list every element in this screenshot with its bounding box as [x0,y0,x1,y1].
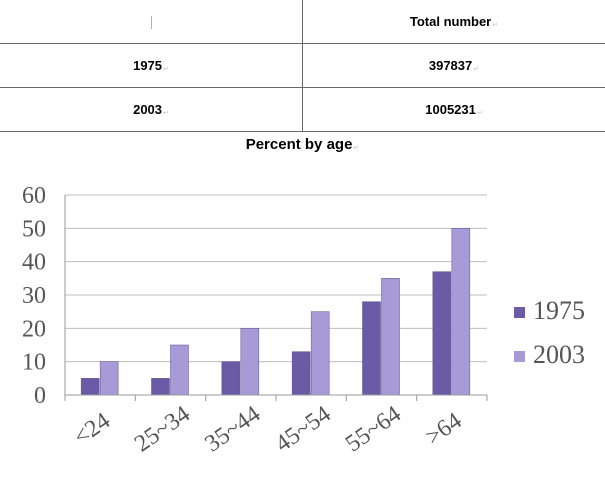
bar-1975-3 [291,351,311,396]
y-tick-label: 40 [22,250,46,276]
legend-label-1975: 1975 [533,296,585,325]
axes [64,195,488,401]
bar-1975-5 [432,271,452,396]
bar-2003-4 [381,278,400,396]
table-row: 2003↵ 1005231↵ [0,87,605,132]
bars [80,228,471,396]
y-tick-label: 50 [22,216,46,242]
header-total-label: Total number [409,14,492,29]
x-tick-label: 35~44 [200,401,265,457]
row-year-cell: 1975↵ [0,43,303,88]
bar-2003-5 [451,228,471,396]
x-tick-label: 45~54 [271,401,336,457]
y-axis-tick-labels: 0 10 20 30 40 50 60 [22,183,46,409]
bar-1975-2 [221,361,241,396]
chart-title: Percent by age↵ [245,136,360,153]
row-total-cell: 397837↵ [302,43,605,88]
table-row: 1975↵ 397837↵ [0,43,605,88]
table-header-row: Total number↵ [0,0,605,44]
x-axis-tick-labels: <24 25~34 35~44 45~54 55~64 >64 [69,401,466,457]
y-tick-label: 20 [22,316,46,342]
x-tick-label: <24 [69,408,115,451]
bar-2003-2 [240,328,260,396]
legend-swatch-2003 [514,351,525,362]
x-tick-label: 55~64 [341,401,406,457]
x-tick-label: 25~34 [130,401,195,457]
chart-legend: 1975 2003 [514,296,585,369]
gridlines [65,194,487,396]
y-tick-label: 30 [22,283,46,309]
bar-2003-0 [99,361,119,396]
legend-label-2003: 2003 [533,340,585,369]
population-table: Total number↵ 1975↵ 397837↵ 2003↵ 100523… [0,0,605,132]
x-tick-label: >64 [421,408,467,451]
bar-1975-0 [80,378,100,396]
y-tick-label: 0 [34,383,46,409]
y-tick-label: 60 [22,183,46,209]
text-cursor-mark [150,16,152,30]
header-total-cell: Total number↵ [302,0,605,44]
legend-swatch-1975 [514,307,525,318]
bar-2003-3 [310,311,330,396]
row-year-cell: 2003↵ [0,87,303,132]
header-year-cell [0,0,303,44]
row-total-cell: 1005231↵ [302,87,605,132]
bar-1975-4 [362,301,381,396]
bar-1975-1 [151,378,170,396]
age-bar-chart: 0 10 20 30 40 50 60 <24 25~34 35~44 45~54 55~64 >64… [22,183,585,457]
bar-2003-1 [170,344,189,396]
y-tick-label: 10 [22,350,46,376]
